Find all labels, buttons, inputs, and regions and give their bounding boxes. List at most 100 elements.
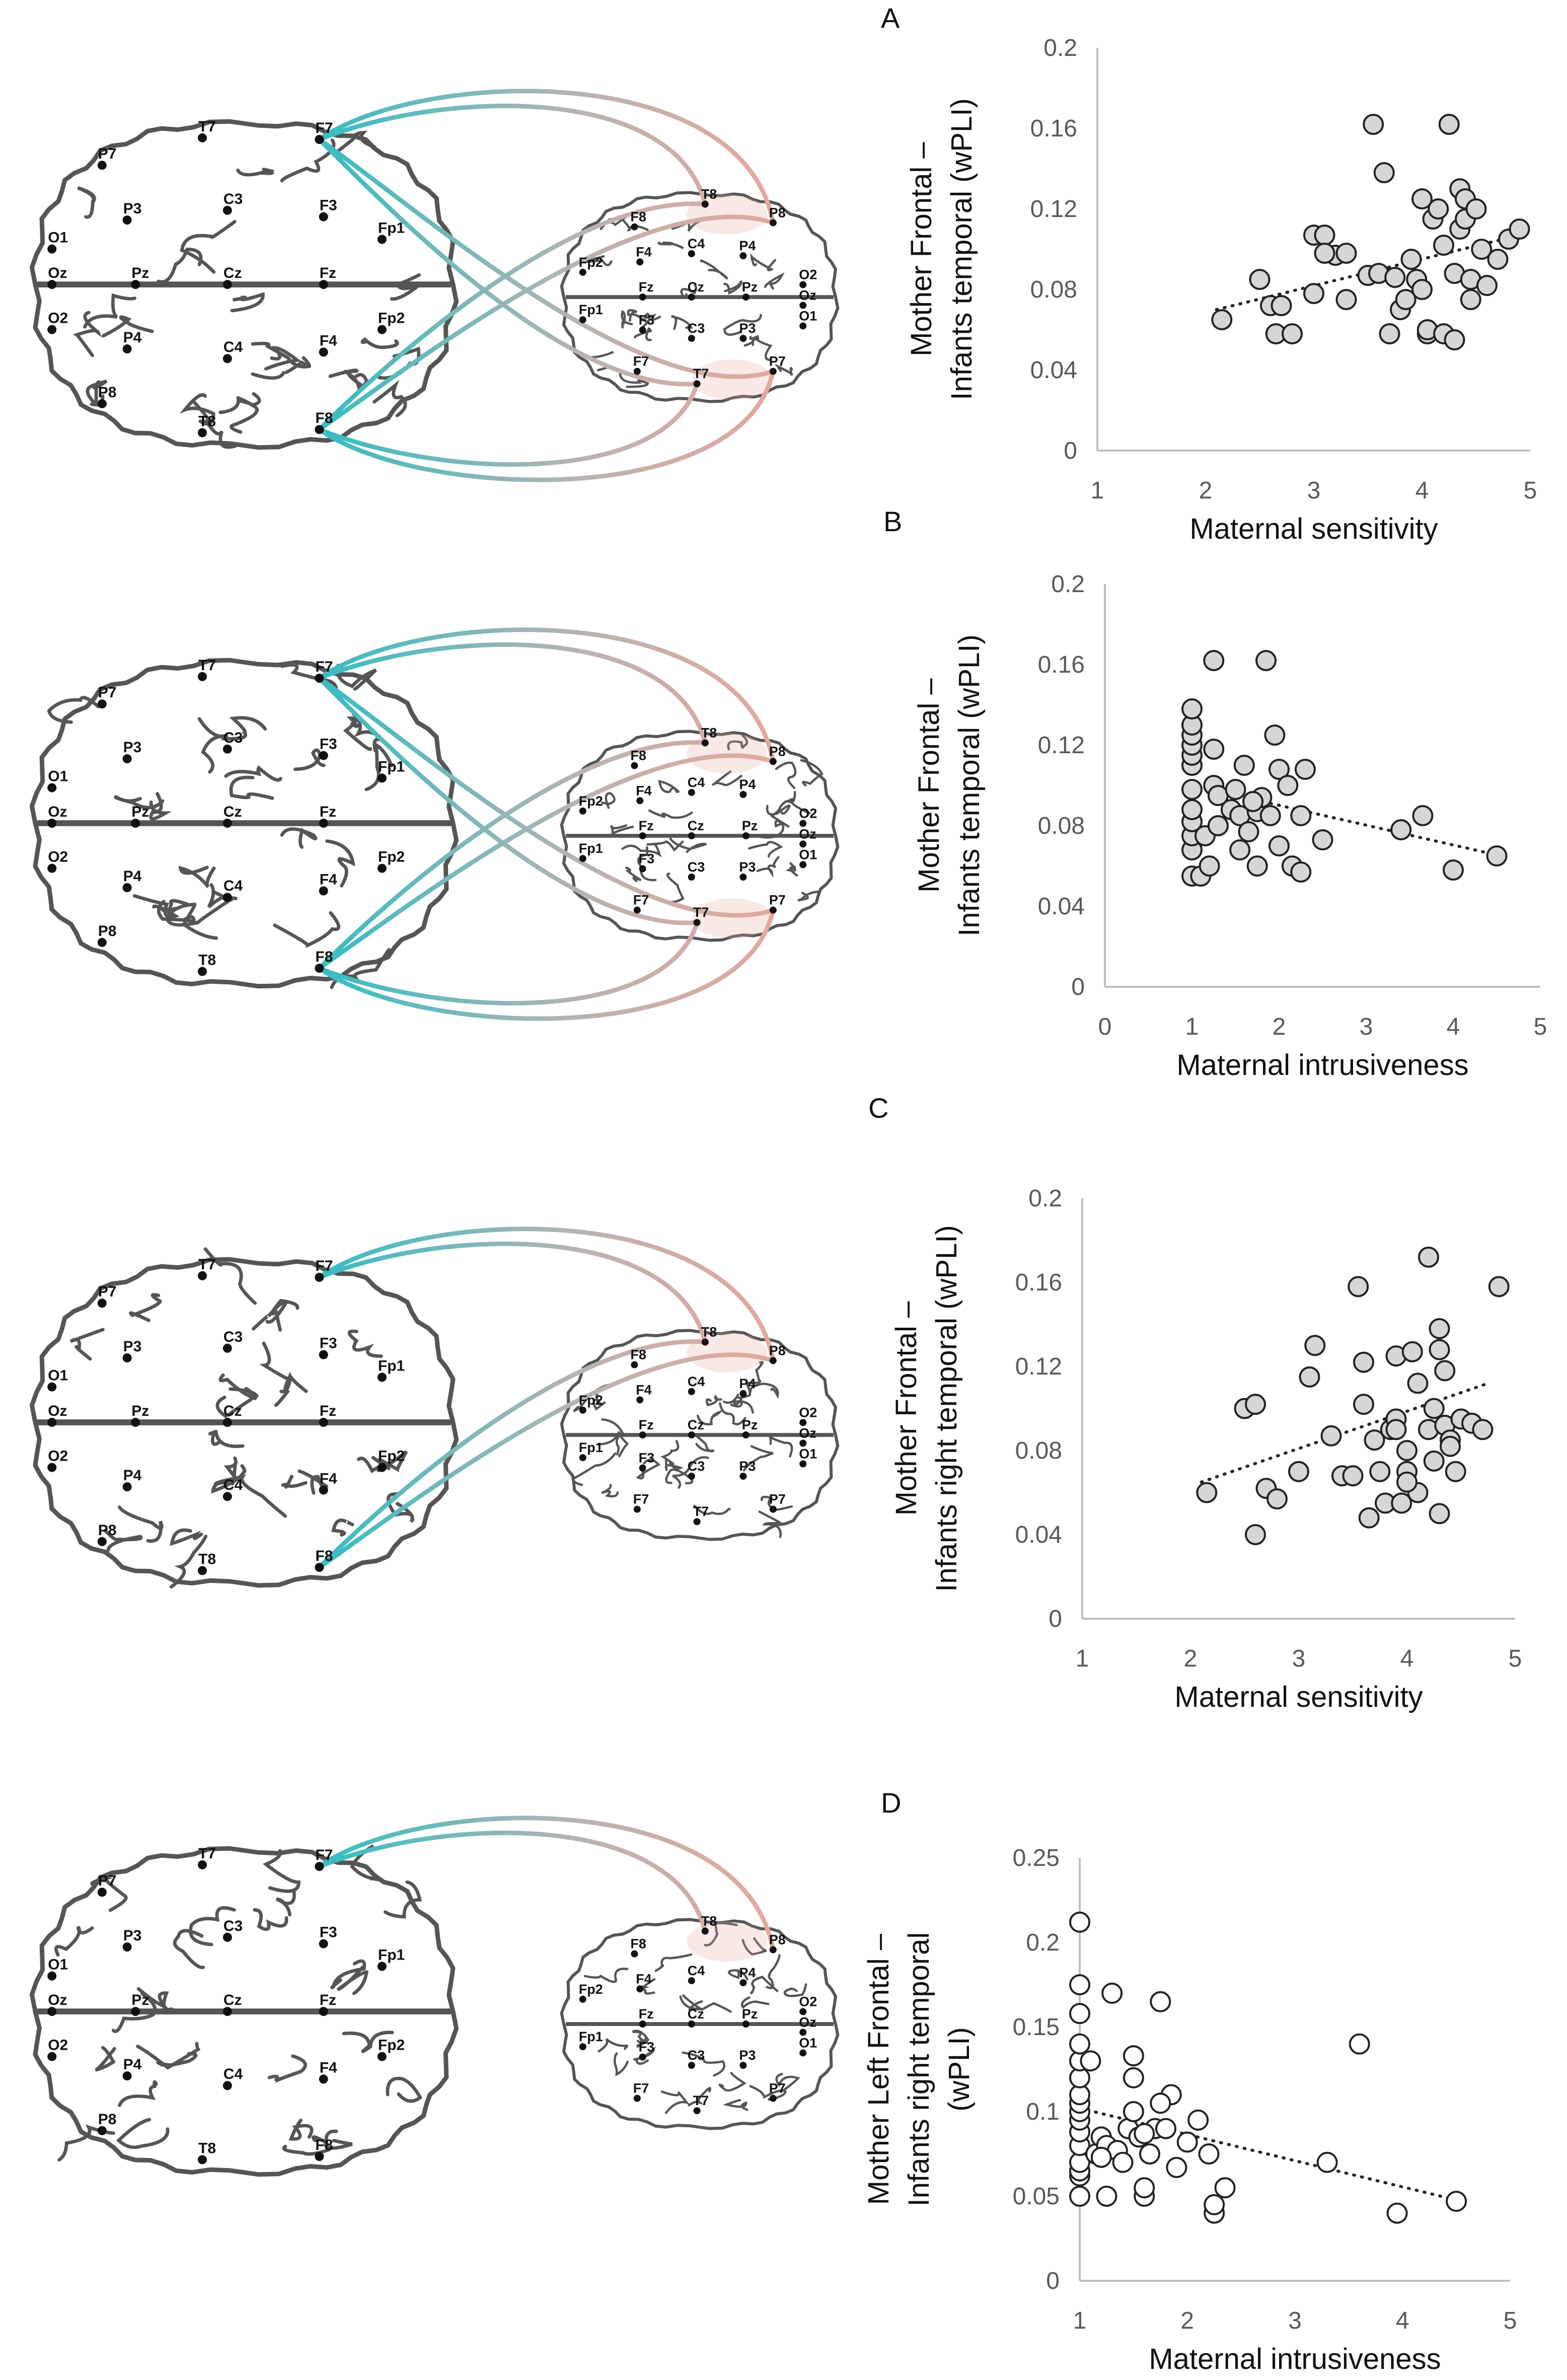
data-point xyxy=(1229,839,1251,860)
electrode-dot xyxy=(688,1473,695,1480)
connection-line xyxy=(317,1816,776,1952)
electrode-dot xyxy=(639,2021,646,2028)
electrode-dot xyxy=(319,2074,328,2084)
electrode-label: F3 xyxy=(639,313,655,328)
data-point xyxy=(1460,289,1481,310)
electrode-dot xyxy=(122,754,132,763)
y-tick-label: 0.2 xyxy=(1028,1185,1062,1212)
electrode-label: F4 xyxy=(320,332,337,349)
data-point xyxy=(1396,1471,1417,1493)
electrode-label: C4 xyxy=(688,236,705,251)
electrode-dot xyxy=(315,1273,324,1282)
electrode-label: F3 xyxy=(320,1924,337,1941)
electrode-label: F8 xyxy=(630,209,646,225)
brain-gyrus xyxy=(377,1450,408,1472)
brain-gyrus xyxy=(118,2080,158,2107)
electrode-label: O2 xyxy=(48,2037,68,2054)
brain-gyrus xyxy=(800,759,824,786)
x-tick-label: 5 xyxy=(1504,2307,1517,2334)
electrode-label: Pz xyxy=(742,1417,758,1432)
brain-gyrus xyxy=(253,1908,288,1931)
electrode-label: Fz xyxy=(320,804,336,820)
data-point xyxy=(1203,650,1225,671)
brain-gyrus xyxy=(688,2087,711,2107)
data-point xyxy=(1314,243,1335,264)
electrode-label: O1 xyxy=(48,768,68,785)
data-point xyxy=(1358,1507,1380,1529)
brain-gyrus xyxy=(157,247,203,284)
electrode-label: P8 xyxy=(769,205,786,220)
brain-gyrus xyxy=(783,1983,807,1997)
data-point xyxy=(1303,283,1324,304)
connections xyxy=(317,1227,776,1570)
brain-gyrus xyxy=(641,312,661,329)
electrode-dot xyxy=(799,820,807,827)
brain-gyrus xyxy=(117,1505,164,1543)
electrode-dot xyxy=(47,1418,57,1427)
connection-line xyxy=(317,642,708,745)
brain-gyrus xyxy=(223,1456,239,1482)
data-point xyxy=(1320,1425,1342,1447)
electrode-dot xyxy=(633,1505,641,1513)
x-tick-label: 1 xyxy=(1073,2307,1087,2334)
brain-gyrus xyxy=(111,1992,157,2033)
brain-gyrus xyxy=(619,371,649,388)
brain-gyrus xyxy=(179,393,215,426)
x-tick-label: 1 xyxy=(1076,1645,1089,1672)
electrode-label: P4 xyxy=(739,238,756,253)
electrode-label: Oz xyxy=(48,804,67,820)
brain-gyrus xyxy=(592,1393,606,1411)
electrode-label: F8 xyxy=(630,1347,646,1362)
brain-gyrus xyxy=(77,186,96,219)
data-point xyxy=(1390,819,1412,840)
data-point xyxy=(1509,219,1530,240)
electrode-dot xyxy=(579,268,586,276)
brain-gyrus xyxy=(193,401,238,449)
scatter-plot-c: C 0 0.04 0.08 0.12 0.16 0.2 1 2 3 4 5 Maternal sensi… xyxy=(868,1092,1522,1713)
electrode-dot xyxy=(47,2007,57,2016)
y-tick-label: 0 xyxy=(1049,1606,1062,1632)
electrode-label: P4 xyxy=(739,777,756,792)
brain-gyrus xyxy=(760,820,785,839)
brain-gyrus xyxy=(749,2085,787,2101)
electrode-label: F7 xyxy=(633,1492,649,1507)
x-tick-label: 3 xyxy=(1288,2307,1302,2334)
data-point xyxy=(1445,1461,1466,1482)
electrode-label: P7 xyxy=(98,1283,117,1300)
y-tick-label: 0 xyxy=(1064,438,1077,464)
brain-gyrus xyxy=(390,273,421,301)
data-point xyxy=(1123,2067,1144,2088)
electrode-label: Oz xyxy=(799,826,816,841)
brain-gyrus xyxy=(221,716,267,741)
electrode-label: C4 xyxy=(223,1477,243,1493)
brain-gyrus xyxy=(654,1953,693,1972)
highlight-t8 xyxy=(687,1332,767,1373)
electrode-dot xyxy=(131,280,140,289)
brain-gyrus xyxy=(264,346,302,371)
data-point xyxy=(1134,2177,1155,2199)
data-point xyxy=(1233,755,1255,776)
brain-gyrus xyxy=(665,1468,694,1485)
data-point xyxy=(1407,1373,1429,1394)
data-point xyxy=(1391,1492,1412,1514)
electrode-dot xyxy=(315,425,324,434)
brain-gyrus xyxy=(614,2052,629,2076)
electrode-dot xyxy=(739,252,747,259)
data-point xyxy=(1438,114,1460,135)
electrode-dot xyxy=(222,1932,232,1942)
electrode-dot xyxy=(377,1373,387,1382)
data-point xyxy=(1150,2093,1171,2114)
y-axis-title: Infants right temporal xyxy=(903,1932,935,2207)
brain-gyrus xyxy=(700,259,728,280)
electrode-label: T8 xyxy=(198,413,216,429)
electrode-label: F4 xyxy=(636,1971,652,1986)
data-point xyxy=(1288,1461,1309,1482)
brain-gyrus xyxy=(101,315,154,338)
electrode-dot xyxy=(198,672,207,681)
electrode-dot xyxy=(739,1979,747,1986)
electrode-label: O2 xyxy=(799,1994,817,2009)
data-point xyxy=(1123,2101,1144,2122)
brain-gyrus xyxy=(758,1510,782,1538)
brain-gyrus xyxy=(601,792,616,809)
brain-gyrus xyxy=(621,843,662,857)
